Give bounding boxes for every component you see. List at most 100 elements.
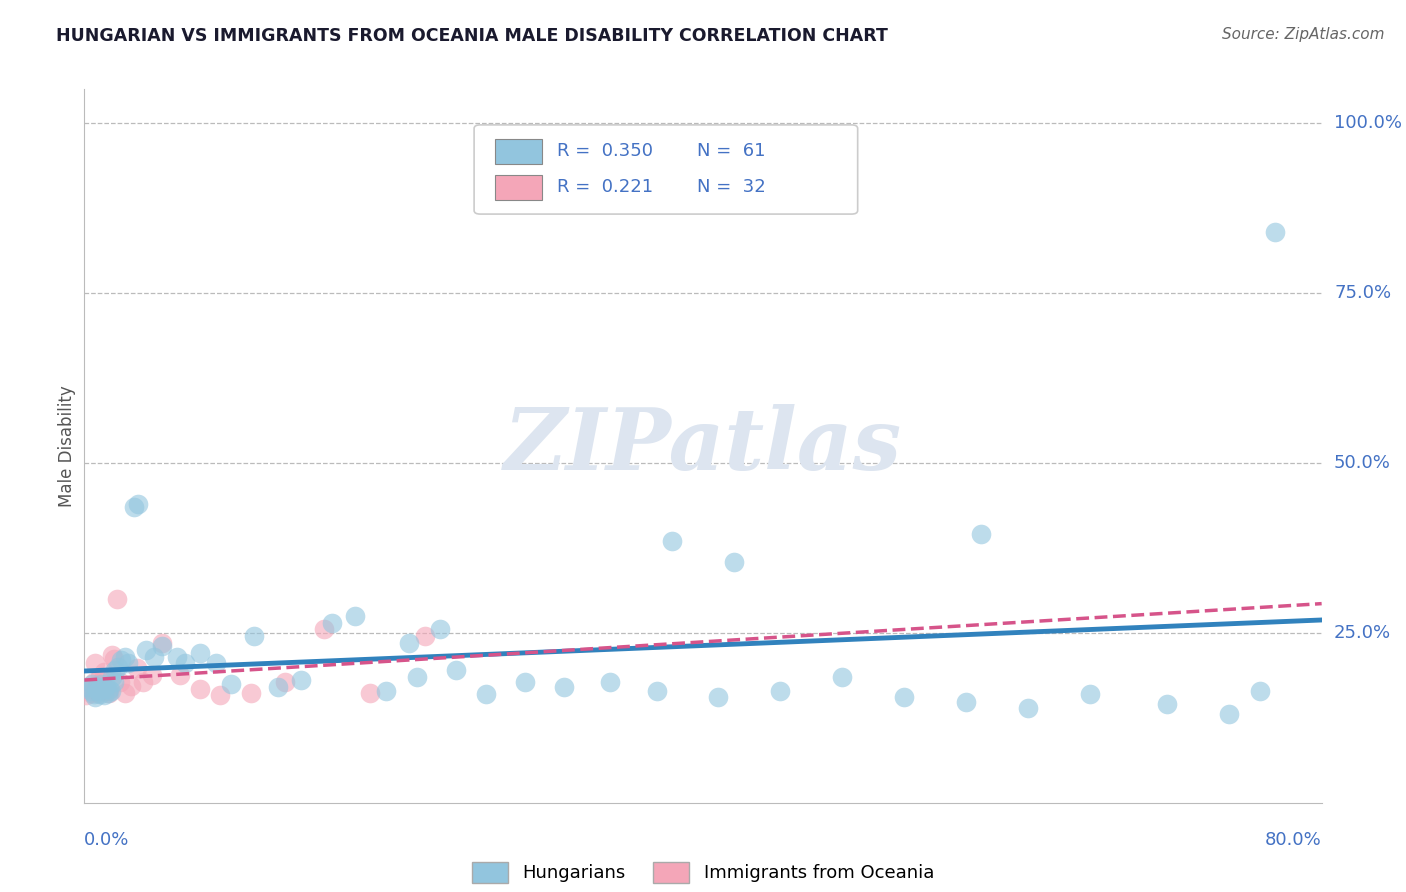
Point — [343, 608, 366, 623]
Point — [374, 683, 398, 698]
Point — [94, 681, 117, 696]
Text: Source: ZipAtlas.com: Source: ZipAtlas.com — [1222, 27, 1385, 42]
Point — [405, 670, 427, 684]
Point — [1249, 683, 1271, 698]
Point — [1156, 698, 1178, 712]
Point — [120, 679, 142, 693]
Point — [143, 649, 166, 664]
Text: N =  32: N = 32 — [697, 178, 765, 196]
FancyBboxPatch shape — [495, 139, 543, 164]
Text: HUNGARIAN VS IMMIGRANTS FROM OCEANIA MALE DISABILITY CORRELATION CHART: HUNGARIAN VS IMMIGRANTS FROM OCEANIA MAL… — [56, 27, 889, 45]
Point — [553, 680, 575, 694]
Text: N =  61: N = 61 — [697, 143, 765, 161]
Text: 100.0%: 100.0% — [1334, 114, 1402, 132]
Point — [312, 623, 335, 637]
Point — [723, 555, 745, 569]
Point — [475, 687, 498, 701]
FancyBboxPatch shape — [495, 175, 543, 200]
Point — [125, 661, 148, 675]
Point — [174, 657, 197, 671]
Point — [114, 649, 136, 664]
Point — [1264, 225, 1286, 239]
Point — [290, 673, 312, 688]
Point — [188, 681, 211, 696]
Point — [398, 636, 420, 650]
Point — [413, 629, 436, 643]
Point — [103, 674, 125, 689]
Point — [89, 687, 111, 701]
Point — [166, 649, 188, 664]
Point — [893, 690, 915, 705]
Point — [243, 629, 266, 643]
Point — [101, 648, 124, 662]
Point — [79, 683, 101, 698]
Point — [122, 500, 145, 515]
Text: R =  0.221: R = 0.221 — [557, 178, 654, 196]
Point — [1078, 687, 1101, 701]
Point — [515, 674, 537, 689]
Point — [90, 674, 112, 689]
Y-axis label: Male Disability: Male Disability — [58, 385, 76, 507]
Point — [89, 670, 111, 684]
Point — [645, 683, 668, 698]
Text: 80.0%: 80.0% — [1265, 831, 1322, 849]
Point — [127, 497, 149, 511]
Point — [107, 660, 129, 674]
Point — [141, 668, 163, 682]
Point — [132, 674, 155, 689]
Point — [240, 686, 263, 700]
FancyBboxPatch shape — [474, 125, 858, 214]
Point — [707, 690, 730, 705]
Point — [101, 670, 124, 684]
Point — [150, 640, 173, 654]
Point — [94, 679, 117, 693]
Point — [84, 657, 107, 671]
Point — [274, 674, 297, 689]
Point — [98, 686, 121, 700]
Point — [769, 683, 792, 698]
Point — [429, 623, 451, 637]
Point — [84, 690, 107, 705]
Point — [105, 591, 128, 606]
Point — [169, 668, 191, 682]
Text: 0.0%: 0.0% — [84, 831, 129, 849]
Point — [91, 681, 114, 696]
Point — [150, 636, 173, 650]
Text: 50.0%: 50.0% — [1334, 454, 1391, 472]
Point — [661, 534, 683, 549]
Point — [1218, 707, 1240, 722]
Legend: Hungarians, Immigrants from Oceania: Hungarians, Immigrants from Oceania — [465, 855, 941, 890]
Point — [77, 681, 100, 696]
Text: 75.0%: 75.0% — [1334, 284, 1391, 302]
Point — [86, 679, 108, 693]
Point — [188, 646, 211, 660]
Point — [209, 689, 232, 703]
Point — [219, 677, 242, 691]
Point — [98, 681, 121, 696]
Point — [110, 653, 132, 667]
Point — [79, 686, 101, 700]
Point — [75, 689, 97, 703]
Point — [117, 657, 139, 671]
Point — [114, 686, 136, 700]
Point — [82, 677, 104, 691]
Point — [83, 674, 105, 689]
Point — [103, 651, 125, 665]
Point — [321, 615, 343, 630]
Point — [93, 689, 115, 703]
Point — [1017, 700, 1039, 714]
Point — [135, 643, 157, 657]
Point — [87, 686, 110, 700]
Point — [76, 680, 98, 694]
Point — [970, 527, 993, 541]
Point — [90, 677, 112, 691]
Point — [86, 680, 108, 694]
Point — [831, 670, 853, 684]
Point — [96, 686, 118, 700]
Point — [205, 657, 228, 671]
Point — [104, 663, 127, 677]
Point — [360, 686, 382, 700]
Point — [96, 683, 118, 698]
Point — [87, 683, 110, 698]
Point — [599, 674, 621, 689]
